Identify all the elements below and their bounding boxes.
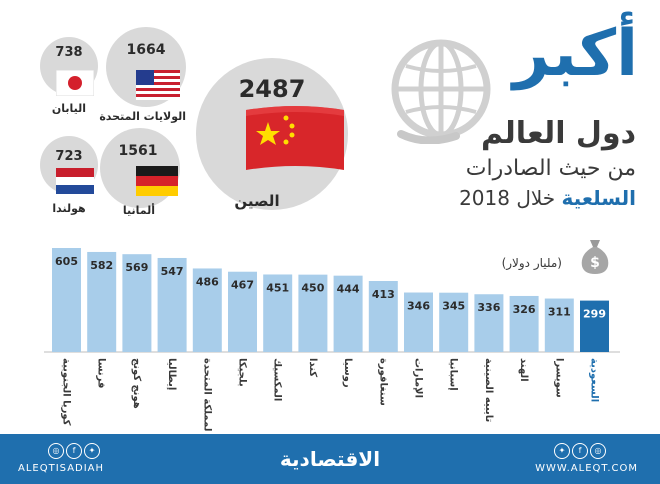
unit-label: (مليار دولار) <box>501 256 562 270</box>
bar-value-label: 336 <box>477 301 500 314</box>
category-label: سويسرا <box>553 358 564 398</box>
title-line1: من حيث الصادرات <box>465 156 636 181</box>
category-label: الهند <box>518 358 529 382</box>
bar <box>52 248 81 352</box>
germany-label: ألمانيا <box>122 204 156 217</box>
bar-value-label: 311 <box>548 306 571 319</box>
bar <box>439 292 469 352</box>
footer-bar <box>0 434 660 484</box>
category-label: إيطاليا <box>166 358 177 390</box>
bar-value-label: 605 <box>55 255 78 268</box>
bar-chart: 605 كوريا الجنوبية 582 فرنسا 569 هونج كونج 547… <box>44 248 620 432</box>
twitter-icon[interactable]: ✦ <box>84 443 100 459</box>
bar-value-label: 450 <box>301 282 324 295</box>
footer-logo: الاقتصادية <box>279 447 381 471</box>
category-label: فرنسا <box>96 358 107 388</box>
usa-value: 1664 <box>126 42 166 58</box>
money-bag-icon: $ <box>581 240 609 274</box>
category-label: كندا <box>307 358 318 377</box>
footer-website[interactable]: WWW.ALEQT.COM <box>535 463 638 474</box>
netherlands-value: 723 <box>55 149 83 164</box>
germany-value: 1561 <box>118 143 158 159</box>
bar-value-label: 345 <box>442 300 465 313</box>
category-label: السعودية <box>589 358 600 402</box>
category-label: المكسيك <box>272 358 283 401</box>
bar-value-label: 413 <box>372 288 395 301</box>
usa-label: الولايات المتحدة <box>99 110 186 123</box>
japan-value: 738 <box>55 45 83 60</box>
bar <box>404 292 433 352</box>
category-label: بلجيكا <box>237 358 248 387</box>
netherlands-label: هولندا <box>52 202 86 215</box>
facebook-icon[interactable]: f <box>66 443 82 459</box>
bar <box>580 300 609 352</box>
category-label: سنغافورة <box>377 358 388 406</box>
bar-value-label: 299 <box>583 308 606 321</box>
japan-label: اليابان <box>51 102 87 115</box>
bar <box>228 271 257 352</box>
globe-icon <box>391 39 491 144</box>
netherlands-flag-icon <box>56 168 94 194</box>
title-highlight: السلعية <box>561 186 636 210</box>
title-subtitle: دول العالم <box>480 116 636 151</box>
china-value: 2487 <box>238 75 306 103</box>
bar-value-label: 346 <box>407 300 430 313</box>
bar <box>368 281 398 352</box>
bar <box>192 268 222 352</box>
category-label: الإمارات <box>413 358 424 398</box>
japan-flag-icon <box>56 70 94 96</box>
bar-value-label: 486 <box>196 275 219 288</box>
bar-value-label: 451 <box>266 281 289 294</box>
usa-flag-icon <box>136 70 180 100</box>
title-main: أكبر <box>512 17 638 91</box>
bar <box>87 251 117 352</box>
category-label: تايبيه الصينية <box>483 358 494 423</box>
title-rest: خلال 2018 <box>459 186 556 210</box>
bar-value-label: 582 <box>90 259 113 272</box>
svg-text:$: $ <box>590 255 600 271</box>
instagram-icon-right[interactable]: ◎ <box>590 443 606 459</box>
bar-value-label: 326 <box>513 303 536 316</box>
bar <box>544 298 574 352</box>
category-label: هونج كونج <box>131 358 142 409</box>
category-label: روسيا <box>342 358 353 388</box>
category-label: إسبانيا <box>448 358 459 391</box>
bar-value-label: 467 <box>231 279 254 292</box>
bar <box>333 275 363 352</box>
twitter-icon-right[interactable]: ✦ <box>554 443 570 459</box>
bar-value-label: 547 <box>161 265 184 278</box>
bar <box>298 274 328 352</box>
footer-handle[interactable]: ALEQTISADIAH <box>18 463 105 474</box>
bar <box>122 254 152 352</box>
category-label: المملكة المتحدة <box>201 358 212 432</box>
title-line2: السلعية خلال 2018 <box>459 186 636 210</box>
germany-flag-icon <box>136 166 178 196</box>
bar <box>474 294 504 352</box>
category-label: كوريا الجنوبية <box>61 358 72 426</box>
bar <box>509 295 539 352</box>
bar-value-label: 444 <box>337 283 360 296</box>
bar <box>263 274 293 352</box>
facebook-icon-right[interactable]: f <box>572 443 588 459</box>
bar-value-label: 569 <box>125 261 148 274</box>
china-label: الصين <box>234 192 280 210</box>
china-flag-icon <box>246 106 344 170</box>
bar <box>157 257 187 352</box>
instagram-icon[interactable]: ◎ <box>48 443 64 459</box>
